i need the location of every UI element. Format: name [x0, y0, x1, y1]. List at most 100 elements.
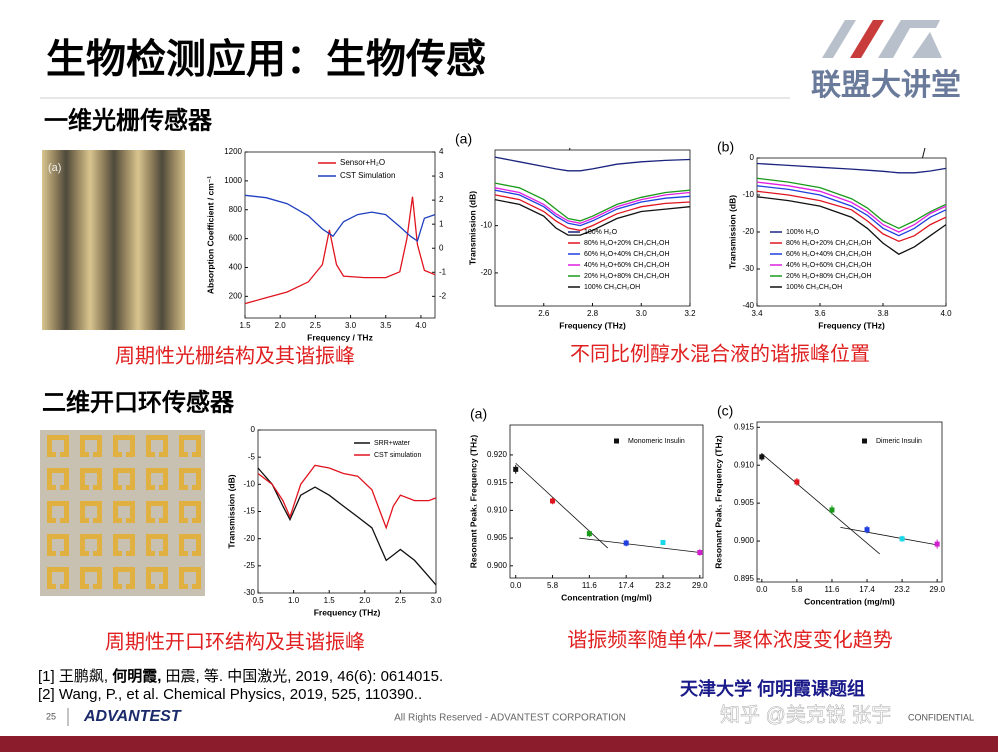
section-title: 一维光栅传感器 [44, 106, 213, 134]
y-axis-label: Transmission (dB) [226, 474, 236, 548]
y-tick-label: -40 [742, 301, 754, 310]
plot-frame [244, 151, 436, 319]
y-axis-label: Transmission (dB) [467, 191, 477, 265]
logo-text: 联盟大讲堂 [811, 69, 961, 102]
y2-tick-label: 1 [439, 219, 444, 228]
series-line [244, 194, 436, 243]
x-tick-label: 5.8 [547, 581, 559, 590]
point [934, 541, 940, 547]
x-tick-label: 3.0 [430, 596, 442, 605]
point [829, 507, 835, 513]
point [794, 479, 800, 485]
series-line [494, 156, 691, 172]
legend-label: 40% H₂O+60% CH₃CH₂OH [786, 262, 872, 269]
fit-line [579, 537, 700, 553]
series-line [494, 189, 691, 227]
x-tick-label: 3.4 [751, 309, 763, 318]
series-line [494, 194, 691, 232]
y-tick-label: 200 [229, 291, 243, 300]
panel-label: (b) [717, 139, 734, 155]
x-tick-label: 3.6 [814, 309, 826, 318]
y-tick-label: 0.900 [487, 561, 508, 570]
x-tick-label: 29.0 [929, 585, 945, 594]
x-tick-label: 2.8 [587, 309, 599, 318]
reference: [1] 王鹏飙, 何明霞, 田震, 等. 中国激光, 2019, 46(6): … [38, 667, 443, 685]
y2-tick-label: 3 [439, 171, 444, 180]
plot-frame [509, 424, 704, 579]
series-line [756, 162, 947, 174]
series-line [257, 464, 437, 530]
legend-label: SRR+water [374, 440, 411, 447]
y2-tick-label: 2 [439, 195, 444, 204]
legend-label: 20% H₂O+80% CH₃CH₂OH [584, 273, 670, 280]
series-line [756, 196, 947, 255]
legend-label: Dimeric Insulin [876, 438, 922, 445]
point [759, 454, 765, 460]
series-line [494, 187, 691, 224]
y-tick-label: 0.905 [487, 533, 508, 542]
series-line [257, 467, 437, 586]
y-axis-label: Resonant Peak₁ Frequency (THz) [468, 435, 478, 569]
page-number: 25 [46, 711, 56, 721]
x-axis-label: Concentration (mg/ml) [804, 596, 895, 606]
caption: 周期性光栅结构及其谐振峰 [115, 344, 355, 367]
y-tick-label: 600 [229, 234, 243, 243]
legend-label: 60% H₂O+40% CH₃CH₂OH [786, 251, 872, 258]
x-tick-label: 23.2 [655, 581, 671, 590]
y-tick-label: -20 [742, 227, 754, 236]
plot-frame [756, 421, 943, 583]
x-tick-label: 1.5 [239, 321, 251, 330]
x-tick-label: 3.5 [380, 321, 392, 330]
point [550, 498, 556, 504]
point [899, 536, 905, 542]
y-tick-label: -10 [243, 479, 255, 488]
x-tick-label: 1.5 [324, 596, 336, 605]
x-tick-label: 3.0 [345, 321, 357, 330]
ref-part: [1] 王鹏飙, [38, 668, 112, 685]
y-tick-label: 0.920 [487, 450, 508, 459]
legend-marker [862, 438, 867, 444]
caption: 谐振频率随单体/二聚体浓度变化趋势 [567, 628, 893, 651]
y-axis-label: Absorption Coefficient / cm⁻¹ [205, 176, 215, 294]
x-tick-label: 1.0 [288, 596, 300, 605]
x-tick-label: 2.0 [275, 321, 287, 330]
y-tick-label: 0.895 [734, 574, 755, 583]
x-tick-label: 29.0 [692, 581, 708, 590]
logo-mark [822, 20, 942, 58]
x-axis-label: Frequency (THz) [314, 607, 381, 617]
y-tick-label: 0.910 [734, 460, 755, 469]
y-tick-label: 1200 [224, 147, 242, 156]
x-tick-label: 0.5 [252, 596, 264, 605]
point [513, 466, 519, 472]
series-line [756, 190, 947, 243]
confidential: CONFIDENTIAL [908, 712, 974, 722]
y-tick-label: -10 [742, 190, 754, 199]
y-tick-label: -15 [243, 507, 255, 516]
y-tick-label: 400 [229, 263, 243, 272]
series-line [756, 185, 947, 237]
y-tick-label: -20 [480, 268, 492, 277]
caption: 周期性开口环结构及其谐振峰 [105, 630, 365, 653]
fit-line [761, 453, 880, 555]
caption: 不同比例醇水混合液的谐振峰位置 [570, 342, 870, 365]
y-tick-label: 0.900 [734, 536, 755, 545]
y-tick-label: 0 [251, 425, 256, 434]
reference: [2] Wang, P., et al. Chemical Physics, 2… [38, 686, 422, 703]
legend-label: CST simulation [374, 452, 421, 459]
x-tick-label: 23.2 [894, 585, 910, 594]
x-axis-label: Frequency / THz [307, 332, 373, 342]
legend-label: 100% H₂O [786, 229, 820, 236]
y-axis-label: Transmission (dB) [727, 195, 737, 269]
y2-tick-label: 4 [439, 147, 444, 156]
x-tick-label: 17.4 [618, 581, 634, 590]
ref-part: 何明霞, [112, 667, 161, 685]
legend-label: 60% H₂O+40% CH₃CH₂OH [584, 251, 670, 258]
x-tick-label: 3.2 [684, 309, 696, 318]
legend-label: Monomeric Insulin [628, 438, 685, 445]
legend-label: 100% H₂O [584, 229, 618, 236]
y-tick-label: 0.915 [734, 422, 755, 431]
legend-label: 20% H₂O+80% CH₃CH₂OH [786, 273, 872, 280]
x-tick-label: 2.5 [395, 596, 407, 605]
